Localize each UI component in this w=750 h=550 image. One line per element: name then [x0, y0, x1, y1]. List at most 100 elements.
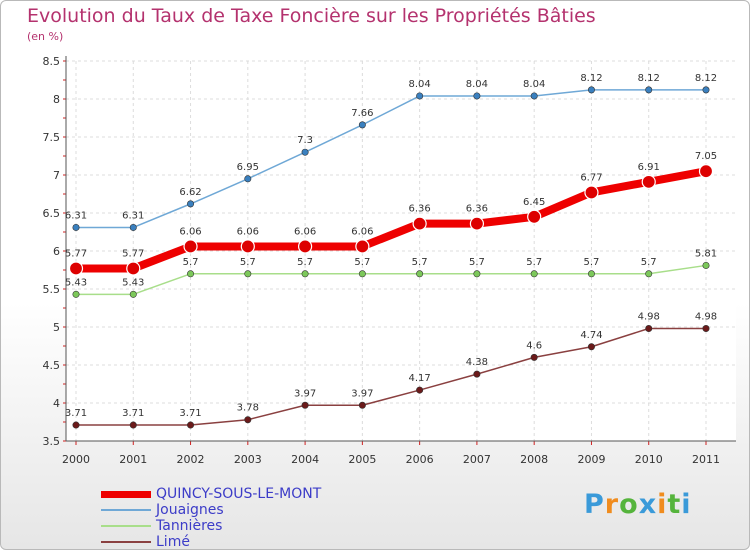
x-tick-label: 2007 — [463, 453, 491, 466]
legend-swatch — [101, 541, 151, 543]
x-tick-label: 2009 — [577, 453, 605, 466]
data-label: 3.97 — [294, 388, 316, 399]
x-tick-label: 2011 — [692, 453, 720, 466]
data-point — [301, 148, 309, 156]
logo-letter: P — [584, 489, 605, 520]
data-point — [641, 174, 656, 189]
data-point — [587, 343, 595, 351]
y-tick-label: 8.5 — [43, 55, 61, 68]
legend-swatch — [101, 491, 151, 498]
data-label: 7.3 — [297, 135, 313, 146]
y-axis-unit: (en %) — [27, 30, 64, 43]
data-label: 5.43 — [65, 277, 87, 288]
data-point — [72, 421, 80, 429]
data-point — [702, 86, 710, 94]
data-point — [183, 239, 198, 254]
data-label: 6.06 — [179, 226, 201, 237]
data-point — [126, 261, 141, 276]
legend-swatch — [101, 525, 151, 527]
data-label: 8.12 — [638, 73, 660, 84]
data-label: 8.12 — [580, 73, 602, 84]
data-point — [473, 370, 481, 378]
data-label: 5.7 — [641, 257, 657, 268]
data-point — [416, 386, 424, 394]
data-label: 6.45 — [523, 197, 545, 208]
data-point — [587, 86, 595, 94]
data-point — [129, 421, 137, 429]
x-tick-label: 2002 — [177, 453, 205, 466]
y-tick-label: 8 — [53, 93, 60, 106]
data-point — [301, 270, 309, 278]
data-point — [68, 261, 84, 276]
data-point — [416, 92, 424, 100]
data-point — [187, 200, 195, 208]
data-label: 4.6 — [526, 340, 542, 351]
series-line-lim- — [75, 327, 707, 426]
data-point — [702, 261, 710, 269]
x-tick-label: 2010 — [635, 453, 663, 466]
data-label: 6.95 — [237, 162, 259, 173]
data-label: 6.77 — [580, 172, 602, 183]
data-label: 6.91 — [638, 162, 660, 173]
data-label: 3.78 — [237, 403, 259, 414]
series-line-tanni-res — [75, 264, 707, 296]
data-point — [412, 216, 427, 231]
data-label: 3.71 — [65, 408, 87, 419]
data-point — [129, 223, 137, 231]
data-label: 4.17 — [409, 373, 431, 384]
logo-letter: i — [657, 489, 668, 520]
data-point — [358, 121, 366, 129]
data-point — [416, 270, 424, 278]
data-point — [355, 239, 370, 254]
data-labels: 5.77 5.77 6.06 6.06 6.06 6.06 6.36 6.36 6.45 6.77… — [65, 73, 717, 419]
legend-label: Limé — [156, 534, 190, 550]
data-label: 8.04 — [409, 79, 431, 90]
data-label: 3.71 — [179, 408, 201, 419]
y-tick-label: 6.5 — [43, 207, 61, 220]
data-point — [187, 421, 195, 429]
proxiti-logo: Proxiti — [584, 489, 692, 520]
data-label: 5.7 — [183, 257, 199, 268]
data-point — [530, 353, 538, 361]
x-tick-label: 2003 — [234, 453, 262, 466]
data-label: 6.36 — [409, 204, 431, 215]
logo-letter: o — [619, 489, 639, 520]
x-tick-label: 2001 — [119, 453, 147, 466]
data-point — [244, 270, 252, 278]
data-label: 5.77 — [122, 248, 144, 259]
data-label: 6.06 — [351, 226, 373, 237]
grid — [66, 60, 736, 442]
data-label: 5.7 — [354, 257, 370, 268]
data-point — [527, 209, 542, 224]
axes: 3.5 4 4.5 5 5.5 6 6.5 7 7.5 8 8.5 2000 2001 2002 2003 2… — [43, 55, 736, 466]
data-point — [72, 223, 80, 231]
data-label: 6.36 — [466, 204, 488, 215]
data-label: 5.77 — [65, 248, 87, 259]
data-point — [358, 270, 366, 278]
data-point — [297, 239, 313, 254]
series-line-jouaignes — [75, 89, 707, 229]
data-label: 8.04 — [523, 79, 545, 90]
data-label: 3.97 — [351, 388, 373, 399]
data-label: 5.43 — [122, 277, 144, 288]
data-label: 5.7 — [469, 257, 485, 268]
plot-area — [66, 61, 736, 441]
data-label: 7.05 — [695, 151, 717, 162]
data-point — [129, 290, 137, 298]
data-point — [645, 270, 653, 278]
data-label: 4.74 — [580, 330, 602, 341]
y-tick-label: 4.5 — [43, 359, 61, 372]
data-label: 5.7 — [526, 257, 542, 268]
data-point — [584, 185, 599, 200]
data-label: 3.71 — [122, 408, 144, 419]
data-point — [72, 290, 80, 298]
data-point — [240, 239, 255, 254]
logo-letter: x — [638, 489, 658, 520]
data-point — [587, 270, 595, 278]
data-point — [473, 270, 481, 278]
data-point — [244, 416, 252, 424]
data-label: 4.98 — [638, 312, 660, 323]
y-tick-label: 5 — [53, 321, 60, 334]
